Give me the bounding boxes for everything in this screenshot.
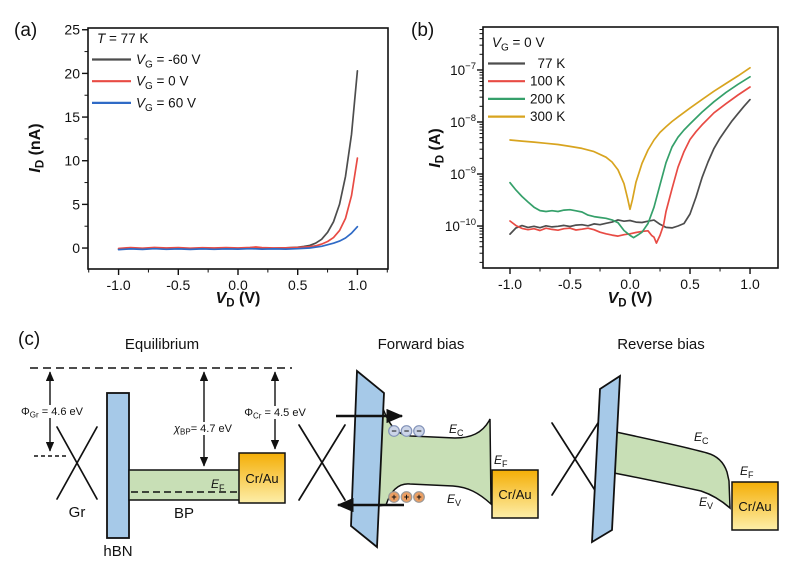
x-tick-label: -1.0 (498, 276, 522, 292)
chi-bp-label: χBP= 4.7 eV (173, 423, 233, 437)
plot-frame (482, 26, 779, 269)
y-tick-label: 10 (64, 153, 80, 169)
series-line-1 (117, 157, 359, 250)
phi-gr-label-bg (19, 405, 85, 418)
ef-label-reverse: EF (740, 464, 754, 480)
band-diagram-panel-c: (c) Equilibrium Forward bias Reverse bia… (18, 329, 779, 560)
legend-label: VG = -60 V (136, 52, 200, 71)
hbn-barrier-forward (350, 369, 385, 549)
legend-label: 77 K (530, 56, 565, 71)
phi-cr-label-bg (241, 406, 309, 419)
svg-text:+: + (416, 492, 421, 502)
y-tick-label: 0 (72, 240, 80, 256)
legend-label: 200 K (530, 91, 565, 106)
panel-c-label: (c) (18, 329, 40, 350)
graphene-cone-equilibrium-icon (56, 426, 98, 500)
y-axis-label: ID (nA) (27, 123, 47, 172)
x-tick-label: 0.5 (288, 277, 308, 293)
bp-band-equilibrium (128, 469, 241, 501)
hole-charges-icon: + + + (388, 491, 425, 503)
x-axis-label: VD (V) (608, 290, 653, 310)
crau-contact-forward (491, 469, 539, 519)
legend-title: T = 77 K (97, 31, 148, 46)
ec-label-reverse: EC (694, 430, 709, 446)
crau-label-forward: Cr/Au (498, 487, 531, 502)
panel-label: (a) (14, 20, 37, 41)
forward-bias-title: Forward bias (378, 336, 465, 353)
series-line-2 (509, 75, 751, 239)
crau-label-reverse: Cr/Au (738, 499, 771, 514)
phi-gr-label: ΦGr = 4.6 eV (21, 406, 84, 420)
hbn-label: hBN (103, 543, 132, 560)
legend-title: VG = 0 V (492, 35, 544, 54)
x-axis-label: VD (V) (216, 290, 261, 310)
svg-text:−: − (416, 426, 421, 436)
series-line-1 (509, 86, 751, 244)
x-tick-label: 1.0 (740, 276, 760, 292)
y-tick-label: 10−9 (450, 165, 476, 182)
x-tick-label: 0.5 (680, 276, 700, 292)
y-axis-label: ID (A) (427, 128, 447, 167)
svg-text:−: − (391, 426, 396, 436)
hbn-barrier-reverse (591, 374, 621, 544)
ev-label-forward: EV (447, 492, 461, 508)
svg-text:−: − (404, 426, 409, 436)
crau-contact-reverse (731, 481, 779, 531)
bp-band-forward (376, 405, 492, 507)
series-line-0 (509, 98, 751, 235)
x-tick-label: -0.5 (558, 276, 582, 292)
series-group (117, 69, 359, 251)
x-tick-label: -0.5 (166, 277, 190, 293)
y-tick-label: 10−10 (445, 217, 476, 234)
series-line-2 (117, 225, 359, 251)
series-group (509, 66, 751, 244)
equilibrium-title: Equilibrium (125, 336, 199, 353)
phi-cr-label: ΦCr = 4.5 eV (244, 407, 306, 421)
legend-label: VG = 60 V (136, 95, 196, 114)
ev-label-reverse: EV (699, 495, 713, 511)
ec-label-forward: EC (449, 422, 464, 438)
graphene-cone-reverse-icon (551, 422, 599, 496)
y-tick-label: 10−8 (450, 113, 476, 130)
hbn-barrier-equilibrium (106, 392, 130, 539)
plot-frame (87, 27, 389, 270)
electron-charges-icon: − − − (388, 425, 425, 437)
gr-label: Gr (69, 504, 86, 521)
series-line-3 (509, 66, 751, 211)
x-tick-label: 0.0 (620, 276, 640, 292)
x-tick-label: -1.0 (107, 277, 131, 293)
svg-text:+: + (391, 492, 396, 502)
x-tick-label: 1.0 (348, 277, 368, 293)
legend-label: VG = 0 V (136, 74, 188, 93)
y-tick-label: 5 (72, 196, 80, 212)
x-tick-label: 0.0 (228, 277, 248, 293)
chart-panel-b: -1.0 -0.5 0.0 0.5 1.0 10−7 10−8 10−9 10−10 VG = 0… (411, 20, 779, 310)
y-tick-label: 15 (64, 109, 80, 125)
chart-panel-a: -1.0 -0.5 0.0 0.5 1.0 0 5 10 15 20 25 T = 77 K VG = … (14, 20, 389, 310)
y-tick-label: 10−7 (450, 61, 476, 78)
chi-bp-label-bg (171, 422, 235, 435)
panel-label: (b) (411, 20, 434, 41)
ef-label-forward: EF (494, 453, 508, 469)
svg-text:+: + (404, 492, 409, 502)
graphene-cone-forward-icon (298, 424, 346, 501)
crau-contact-equilibrium (238, 452, 286, 504)
y-tick-label: 20 (64, 65, 80, 81)
crau-label-equilibrium: Cr/Au (245, 471, 278, 486)
bp-label: BP (174, 505, 194, 522)
bp-band-reverse (613, 431, 731, 510)
legend-label: 100 K (530, 74, 565, 89)
reverse-bias-title: Reverse bias (617, 336, 705, 353)
ef-label-equilibrium: EF (211, 477, 225, 493)
legend-label: 300 K (530, 109, 565, 124)
y-tick-label: 25 (64, 22, 80, 38)
